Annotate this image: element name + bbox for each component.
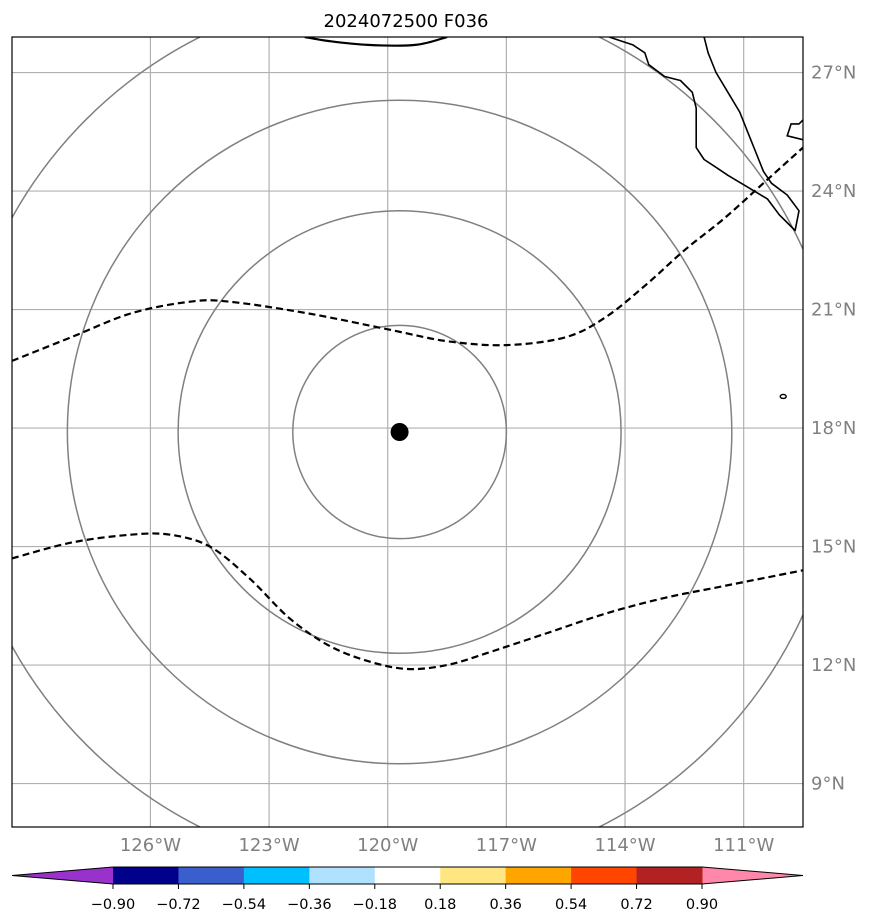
lat-tick-label: 18°N (811, 418, 856, 439)
longitude-labels: 126°W 123°W 120°W 117°W 114°W 111°W (120, 835, 775, 856)
colorbar-over-extension (702, 867, 803, 884)
colorbar-tick-label: 0.72 (620, 897, 652, 913)
island (779, 393, 787, 400)
colorbar-tick-label: −0.54 (222, 897, 266, 913)
center-marker-group (390, 423, 409, 441)
colorbar-under-extension (12, 867, 113, 884)
colorbar-tick-label: 0.36 (490, 897, 522, 913)
colorbar-segment (505, 867, 572, 884)
contour-line-2 (304, 37, 448, 47)
contour-lines (12, 37, 803, 671)
lon-tick-label: 120°W (357, 835, 418, 856)
colorbar-tick-label: 0.90 (686, 897, 718, 913)
colorbar-tick-label: −0.72 (156, 897, 200, 913)
lat-tick-label: 9°N (811, 774, 845, 795)
contour-line-1 (12, 532, 803, 671)
lat-tick-label: 27°N (811, 63, 856, 84)
lat-tick-label: 15°N (811, 537, 856, 558)
range-ring-0 (292, 324, 508, 540)
lon-tick-label: 111°W (713, 835, 774, 856)
lat-tick-label: 24°N (811, 181, 856, 202)
lon-tick-label: 123°W (238, 835, 299, 856)
colorbar-segment (243, 867, 310, 884)
colorbar-tick-label: 0.54 (555, 897, 587, 913)
map-title: 2024072500 F036 (324, 11, 489, 32)
coastline-baja-california (608, 37, 800, 232)
map-area (11, 36, 804, 828)
colorbar-tick-label: −0.90 (91, 897, 135, 913)
colorbar-segment (178, 867, 245, 884)
contour-line-0 (12, 146, 803, 362)
coastline (608, 37, 803, 400)
colorbar-segment (571, 867, 638, 884)
lat-tick-label: 12°N (811, 655, 856, 676)
lon-tick-label: 117°W (476, 835, 537, 856)
lon-tick-label: 114°W (594, 835, 655, 856)
colorbar-segment (440, 867, 507, 884)
map-frame (11, 36, 804, 828)
colorbar-tick-label: −0.36 (287, 897, 331, 913)
colorbar: −0.90 −0.72 −0.54 −0.36 −0.18 0.18 0.36 0.54 0.7… (11, 866, 804, 913)
colorbar-tick-label: 0.18 (424, 897, 456, 913)
range-ring-1 (177, 210, 622, 654)
colorbar-segment (374, 867, 441, 884)
colorbar-segment (309, 867, 376, 884)
range-rings (12, 37, 803, 827)
colorbar-segment (636, 867, 703, 884)
lon-tick-label: 126°W (120, 835, 181, 856)
coastline-mainland (786, 119, 803, 141)
lat-tick-label: 21°N (811, 300, 856, 321)
colorbar-tick-label: −0.18 (353, 897, 397, 913)
latitude-labels: 9°N 12°N 15°N 18°N 21°N 24°N 27°N (811, 63, 856, 795)
storm-center-marker (390, 423, 409, 441)
colorbar-segment (113, 867, 179, 884)
range-ring-2 (66, 99, 733, 765)
